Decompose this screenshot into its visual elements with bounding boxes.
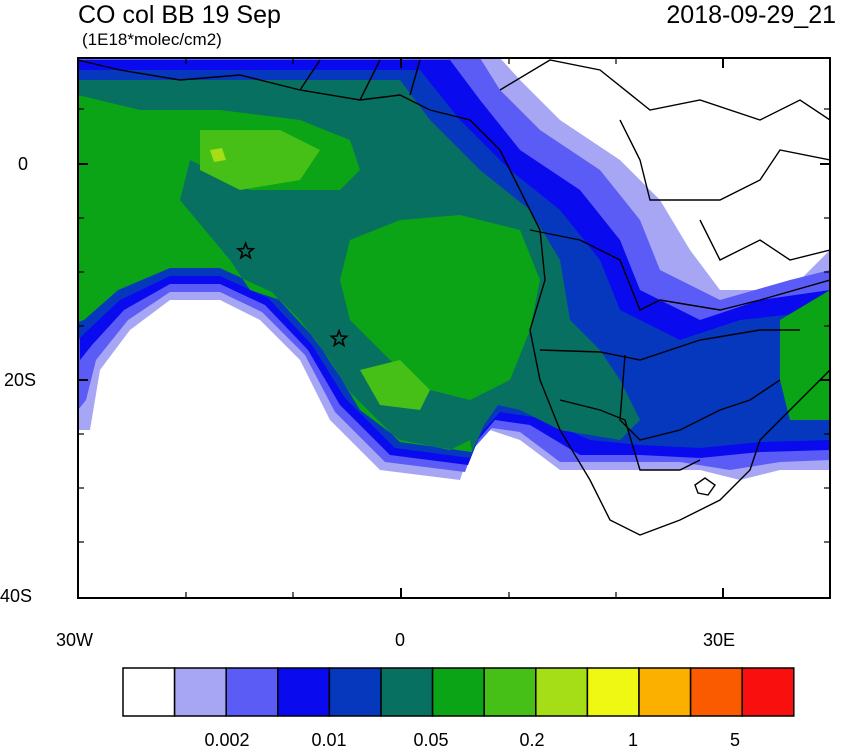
border-line-1 bbox=[529, 229, 830, 311]
colorbar-swatch bbox=[225, 667, 279, 717]
colorbar-swatch bbox=[173, 667, 227, 717]
colorbar-swatch bbox=[535, 667, 589, 717]
border-line-7 bbox=[699, 219, 830, 261]
colorbar-swatch bbox=[741, 667, 795, 717]
colorbar-swatch bbox=[638, 667, 692, 717]
contour-band-green-ocean bbox=[340, 215, 540, 400]
star-icon bbox=[235, 241, 256, 260]
lat-label-40s: 40S bbox=[0, 586, 33, 606]
border-line-8 bbox=[299, 59, 421, 101]
border-line-6 bbox=[619, 119, 830, 201]
colorbar-swatch bbox=[277, 667, 331, 717]
colorbar-label-0-002: 0.002 bbox=[204, 730, 250, 750]
tick-marks bbox=[77, 58, 830, 598]
units-label: (1E18*molec/cm2) bbox=[82, 30, 222, 49]
lon-label-0: 0 bbox=[395, 630, 406, 650]
border-line-5 bbox=[499, 59, 830, 121]
colorbar-swatch bbox=[328, 667, 382, 717]
map-border bbox=[77, 57, 831, 599]
colorbar-swatch bbox=[689, 667, 743, 717]
colorbar bbox=[122, 667, 795, 717]
star-icon bbox=[329, 328, 349, 348]
border-line-3 bbox=[619, 354, 781, 441]
lat-label-0: 0 bbox=[18, 154, 29, 174]
border-line-4 bbox=[559, 399, 701, 471]
contour-band-green bbox=[78, 95, 472, 452]
map-title: CO col BB 19 Sep bbox=[78, 1, 281, 29]
border-line-2 bbox=[539, 329, 800, 361]
datetime-label: 2018-09-29_21 bbox=[666, 1, 836, 29]
colorbar-label-0-01: 0.01 bbox=[311, 730, 347, 750]
lon-label-30e: 30E bbox=[703, 630, 736, 650]
colorbar-swatch bbox=[586, 667, 640, 717]
lesotho-outline bbox=[694, 477, 716, 496]
africa-coastline bbox=[78, 59, 830, 536]
colorbar-swatch bbox=[431, 667, 485, 717]
lon-label-30w: 30W bbox=[56, 630, 94, 650]
site-markers bbox=[235, 241, 349, 348]
minor-tick-marks bbox=[78, 58, 830, 598]
lat-label-20s: 20S bbox=[4, 370, 37, 390]
colorbar-label-5: 5 bbox=[729, 730, 741, 750]
colorbar-label-1: 1 bbox=[627, 730, 639, 750]
colorbar-label-0-2: 0.2 bbox=[519, 730, 545, 750]
colorbar-swatch bbox=[122, 667, 176, 717]
contour-band-green-east bbox=[780, 290, 830, 420]
co-contour-plot bbox=[78, 58, 830, 480]
country-borders bbox=[78, 59, 830, 536]
colorbar-swatch bbox=[483, 667, 537, 717]
colorbar-label-0-05: 0.05 bbox=[413, 730, 449, 750]
contour-band-yellowgreen bbox=[210, 148, 226, 162]
colorbar-swatch bbox=[380, 667, 434, 717]
